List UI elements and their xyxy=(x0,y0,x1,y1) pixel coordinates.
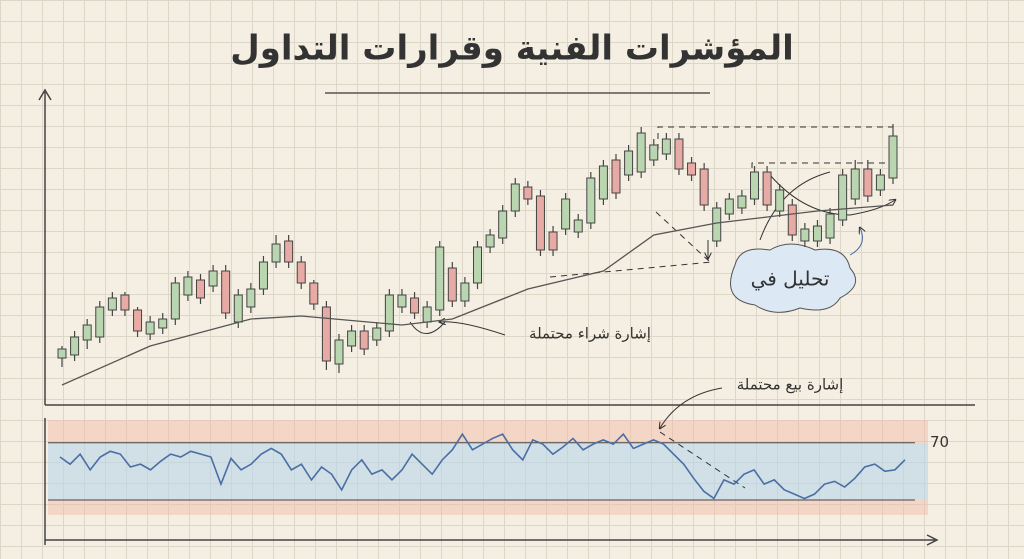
candle-body xyxy=(561,198,571,230)
candle-body xyxy=(233,294,243,323)
candle-body xyxy=(750,171,759,200)
candle-body xyxy=(838,174,848,221)
candle-body xyxy=(460,282,470,302)
rsi-axes xyxy=(44,418,939,546)
candle-body xyxy=(787,204,797,236)
candle-body xyxy=(284,240,294,263)
candle-body xyxy=(422,306,432,323)
candle-body xyxy=(410,297,420,314)
candle-body xyxy=(624,150,634,176)
candle-body xyxy=(737,195,747,209)
candle-body xyxy=(812,225,822,242)
candle-body xyxy=(120,294,130,311)
candle-body xyxy=(82,324,92,341)
candle-body xyxy=(133,309,143,332)
candle-body xyxy=(183,276,193,296)
chart-title: المؤشرات الفنية وقرارات التداول xyxy=(230,29,794,69)
overbought-zone xyxy=(48,420,928,443)
candle-body xyxy=(347,330,357,347)
rsi-line xyxy=(59,432,906,500)
candle-body xyxy=(548,231,558,251)
candle-body xyxy=(775,189,785,212)
candle-body xyxy=(825,213,835,239)
y-axis xyxy=(38,88,52,405)
candle-body xyxy=(170,282,180,320)
neutral-zone xyxy=(48,443,928,500)
candle-body xyxy=(95,306,105,338)
candle-body xyxy=(145,321,155,335)
candle-body xyxy=(221,270,231,314)
candle-body xyxy=(724,198,734,215)
candle-body xyxy=(888,135,898,179)
candle-body xyxy=(649,144,659,161)
y-tick-label: 70 xyxy=(930,433,949,451)
candle-body xyxy=(699,168,709,206)
candle-body xyxy=(70,336,80,356)
candle-body xyxy=(309,282,319,305)
candle-body xyxy=(447,267,457,302)
candle-body xyxy=(535,195,545,251)
candle-body xyxy=(875,174,885,191)
cloud-arrow xyxy=(849,228,862,256)
candle-body xyxy=(485,234,495,248)
buy-label: إشارة شراء محتملة xyxy=(529,325,651,343)
candle-body xyxy=(712,207,722,242)
sell-label: إشارة بيع محتملة xyxy=(737,376,844,394)
candle-body xyxy=(246,288,256,308)
candle-body xyxy=(510,183,520,212)
candle-body xyxy=(296,261,306,284)
candle-body xyxy=(661,138,671,155)
candle-body xyxy=(372,327,382,341)
candle-body xyxy=(800,228,810,242)
cloud-label: تحليل في xyxy=(751,267,830,292)
buy-curve xyxy=(409,321,446,334)
candle-body xyxy=(762,171,772,206)
candle-body xyxy=(397,294,407,308)
candle-body xyxy=(271,243,281,263)
candle-body xyxy=(334,339,344,365)
dashed-guides xyxy=(549,126,894,489)
buy-arrow xyxy=(440,322,506,336)
candle-body xyxy=(498,210,508,239)
candle-body xyxy=(208,270,218,287)
candle-body xyxy=(636,132,646,173)
candle-body xyxy=(674,138,684,170)
curve xyxy=(759,171,831,241)
candle-body xyxy=(687,162,697,176)
candle-body xyxy=(384,294,394,332)
moving-average xyxy=(61,204,894,386)
candle-body xyxy=(57,348,67,359)
candle-body xyxy=(107,297,117,311)
candle-body xyxy=(523,186,533,200)
oversold-zone xyxy=(48,500,928,515)
candle-body xyxy=(435,246,445,311)
candle-body xyxy=(863,168,873,197)
candle-body xyxy=(258,261,268,290)
candle-body xyxy=(158,318,168,329)
candle-body xyxy=(321,306,331,362)
candle-body xyxy=(573,219,583,233)
candle-body xyxy=(196,279,205,299)
candle-body xyxy=(359,330,369,350)
candle-body xyxy=(850,168,860,200)
candle-body xyxy=(611,159,621,194)
candle-body xyxy=(586,177,596,224)
sell-arrow xyxy=(660,387,723,428)
cloud xyxy=(730,243,857,313)
candle-body xyxy=(473,246,482,284)
candle-body xyxy=(598,165,608,200)
